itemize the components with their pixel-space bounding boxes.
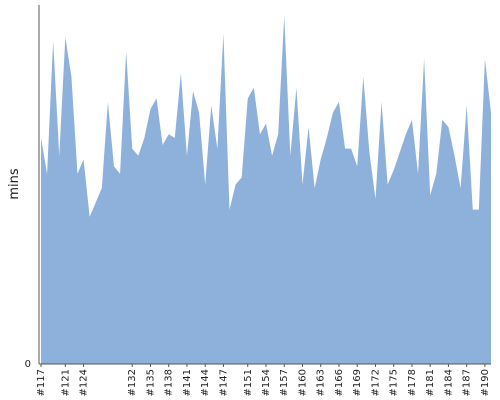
x-tick-label: #190 — [480, 369, 491, 396]
x-tick-label: #124 — [79, 369, 90, 396]
x-tick-layer: #117 #121 #124 #132 #135 #138 #141 #144 #147 #151… — [36, 364, 491, 396]
x-tick-label: #144 — [200, 369, 211, 396]
x-tick-label: #178 — [407, 369, 418, 396]
x-tick-label: #132 — [127, 369, 138, 396]
x-tick-label: #151 — [243, 369, 254, 396]
x-tick-label: #154 — [261, 369, 272, 396]
x-tick-label: #163 — [316, 369, 327, 396]
y-tick-label: 0 — [25, 359, 31, 370]
x-tick-label: #160 — [297, 369, 308, 396]
series-area — [41, 15, 491, 365]
x-tick-label: #187 — [462, 369, 473, 396]
x-tick-label: #147 — [218, 369, 229, 396]
x-tick-label: #135 — [145, 369, 156, 396]
x-tick-label: #141 — [182, 369, 193, 396]
x-tick-label: #184 — [443, 369, 454, 396]
x-tick-label: #117 — [36, 369, 47, 396]
x-tick-label: #172 — [370, 369, 381, 396]
x-tick-label: #169 — [352, 369, 363, 396]
x-tick-label: #175 — [389, 369, 400, 396]
y-axis-title: mins — [7, 168, 22, 200]
x-tick-label: #138 — [164, 369, 175, 396]
x-tick-label: #181 — [425, 369, 436, 396]
x-tick-label: #157 — [279, 369, 290, 396]
x-tick-label: #166 — [334, 369, 345, 396]
x-tick-label: #121 — [60, 369, 71, 396]
y-tick-layer: 0 — [25, 359, 31, 370]
area-layer — [41, 15, 491, 365]
